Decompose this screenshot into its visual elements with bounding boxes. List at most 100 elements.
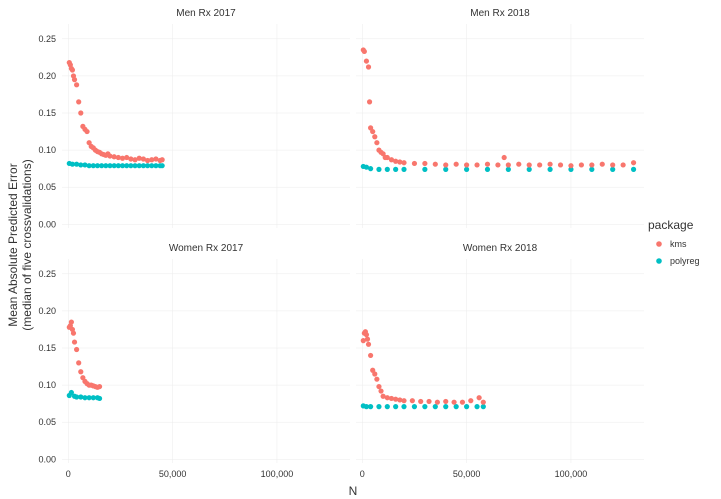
y-tick-label: 0.15 (38, 108, 56, 118)
point-polyreg (107, 163, 113, 169)
point-polyreg (376, 404, 382, 410)
point-kms (578, 162, 584, 168)
point-kms (366, 99, 373, 105)
point-kms (159, 157, 165, 163)
point-kms (124, 154, 130, 161)
point-polyreg (505, 166, 511, 172)
point-polyreg (411, 404, 418, 410)
point-polyreg (443, 404, 449, 410)
panel: Women Rx 2018 0 50,000 100,000 (356, 243, 644, 479)
point-kms (434, 399, 440, 405)
point-kms (136, 155, 142, 161)
point-kms (149, 157, 155, 163)
point-kms (411, 160, 418, 167)
point-polyreg (630, 166, 637, 172)
y-tick-label: 0.20 (38, 306, 56, 316)
point-kms (378, 388, 384, 394)
point-polyreg (140, 163, 146, 169)
point-polyreg (393, 404, 399, 410)
point-polyreg (115, 163, 121, 169)
point-kms (361, 48, 367, 55)
point-polyreg (464, 166, 470, 172)
point-polyreg (464, 404, 470, 410)
point-polyreg (422, 166, 428, 172)
point-kms (401, 160, 407, 166)
point-polyreg (78, 162, 84, 168)
point-polyreg (86, 163, 92, 169)
point-polyreg (393, 166, 399, 172)
legend-label-polyreg: polyreg (670, 256, 700, 266)
point-kms (374, 140, 380, 146)
point-polyreg (153, 163, 159, 169)
point-polyreg (69, 161, 76, 167)
point-polyreg (610, 166, 616, 172)
point-kms (501, 154, 507, 161)
legend-key-kms (656, 241, 662, 247)
point-polyreg (480, 404, 486, 410)
point-polyreg (149, 163, 155, 169)
point-polyreg (132, 163, 138, 169)
x-tick-label: 0 (360, 469, 365, 479)
point-polyreg (96, 395, 103, 402)
point-kms (393, 396, 399, 402)
point-kms (505, 162, 511, 168)
point-polyreg (453, 404, 459, 410)
panel-title: Women Rx 2018 (463, 243, 538, 254)
point-polyreg (376, 166, 382, 172)
point-kms (557, 162, 564, 168)
panel: Men Rx 2018 (356, 8, 644, 228)
point-kms (476, 395, 482, 401)
point-polyreg (368, 404, 374, 410)
point-kms (388, 395, 395, 402)
point-kms (443, 398, 449, 405)
point-polyreg (474, 404, 480, 410)
point-kms (620, 162, 626, 168)
point-kms (76, 99, 82, 105)
point-kms (464, 162, 470, 168)
point-polyreg (159, 163, 165, 169)
point-kms (589, 162, 595, 168)
point-kms (451, 399, 457, 405)
point-kms (76, 360, 82, 366)
point-kms (128, 156, 134, 162)
point-polyreg (74, 161, 80, 167)
point-polyreg (111, 163, 117, 169)
point-kms (368, 352, 374, 359)
point-kms (484, 161, 491, 167)
point-polyreg (119, 163, 126, 169)
panel: Women Rx 2017 0.00 0.05 0.10 0.15 0.20 0.25 0 50… (38, 243, 350, 479)
point-kms (111, 154, 117, 160)
point-kms (474, 162, 480, 168)
point-polyreg (568, 166, 574, 172)
point-kms (388, 157, 395, 163)
point-kms (74, 346, 80, 353)
point-kms (364, 336, 371, 342)
point-polyreg (74, 394, 80, 400)
panel-title: Men Rx 2018 (470, 8, 530, 19)
point-polyreg (443, 166, 449, 172)
point-polyreg (401, 404, 407, 410)
point-kms (115, 154, 121, 161)
panel-title: Women Rx 2017 (169, 243, 244, 254)
x-tick-label: 50,000 (453, 469, 481, 479)
y-tick-label: 0.05 (38, 417, 56, 427)
point-kms (71, 339, 78, 345)
point-kms (537, 162, 543, 168)
point-polyreg (99, 163, 105, 169)
point-kms (119, 155, 126, 161)
point-polyreg (94, 163, 101, 169)
point-polyreg (86, 395, 92, 401)
point-kms (372, 134, 378, 140)
point-kms (374, 376, 380, 382)
point-polyreg (82, 162, 88, 168)
point-kms (610, 162, 616, 168)
y-tick-label: 0.05 (38, 182, 56, 192)
point-polyreg (90, 163, 96, 169)
point-kms (107, 153, 113, 159)
y-tick-label: 0.10 (38, 380, 56, 390)
y-tick-label: 0.25 (38, 34, 56, 44)
y-axis-title-line2: (median of five crossvalidations) (20, 159, 34, 330)
point-kms (376, 383, 382, 390)
point-polyreg (82, 395, 88, 401)
